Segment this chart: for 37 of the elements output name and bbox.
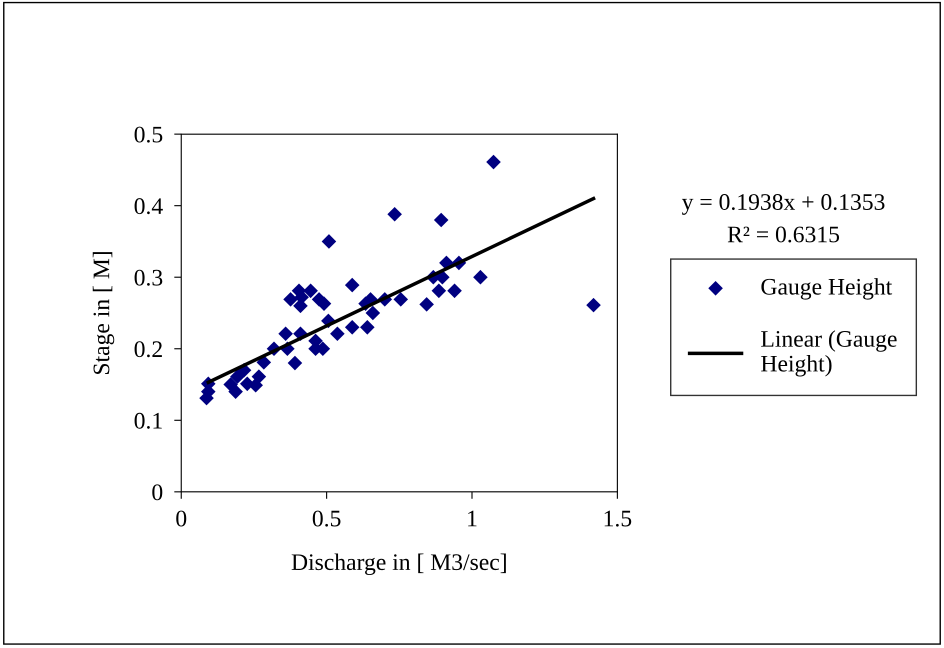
legend-label: Linear (Gauge Height) <box>761 330 897 377</box>
x-tick-label: 0 <box>176 510 186 527</box>
point <box>288 356 302 370</box>
x-tick-label: 0.5 <box>312 510 340 527</box>
point <box>586 298 601 312</box>
text: y = 0.1938x + 0.1353 <box>682 194 884 215</box>
x-tick-label: 1 <box>468 510 476 526</box>
point <box>322 234 336 249</box>
point <box>393 292 408 307</box>
point <box>419 297 434 312</box>
point <box>344 320 360 335</box>
point <box>447 284 462 298</box>
point <box>387 206 402 222</box>
point <box>344 278 360 292</box>
point <box>283 292 298 307</box>
x-tick-label: 1.5 <box>604 510 632 527</box>
y-tick-label: 0.4 <box>134 198 163 214</box>
point <box>360 320 375 335</box>
point <box>486 154 501 170</box>
y-tick-label: 0.2 <box>134 341 162 358</box>
x-axis-title: Discharge in [ M3/sec] <box>292 554 506 575</box>
y-tick-label: 0.5 <box>134 126 162 143</box>
point <box>228 384 243 399</box>
y-tick-label: 0 <box>152 484 162 500</box>
point <box>303 284 318 298</box>
point <box>252 369 266 384</box>
text: R² = 0.6315 <box>728 226 840 243</box>
point <box>278 326 293 342</box>
point <box>434 212 448 228</box>
y-tick-label: 0.1 <box>134 412 162 429</box>
y-axis-title: Stage in [ M] <box>92 252 114 374</box>
y-tick-label: 0.3 <box>134 270 162 286</box>
point <box>330 326 345 342</box>
point <box>366 306 380 320</box>
point <box>473 270 488 284</box>
legend-label: Gauge Height <box>761 278 892 300</box>
point <box>432 284 446 298</box>
